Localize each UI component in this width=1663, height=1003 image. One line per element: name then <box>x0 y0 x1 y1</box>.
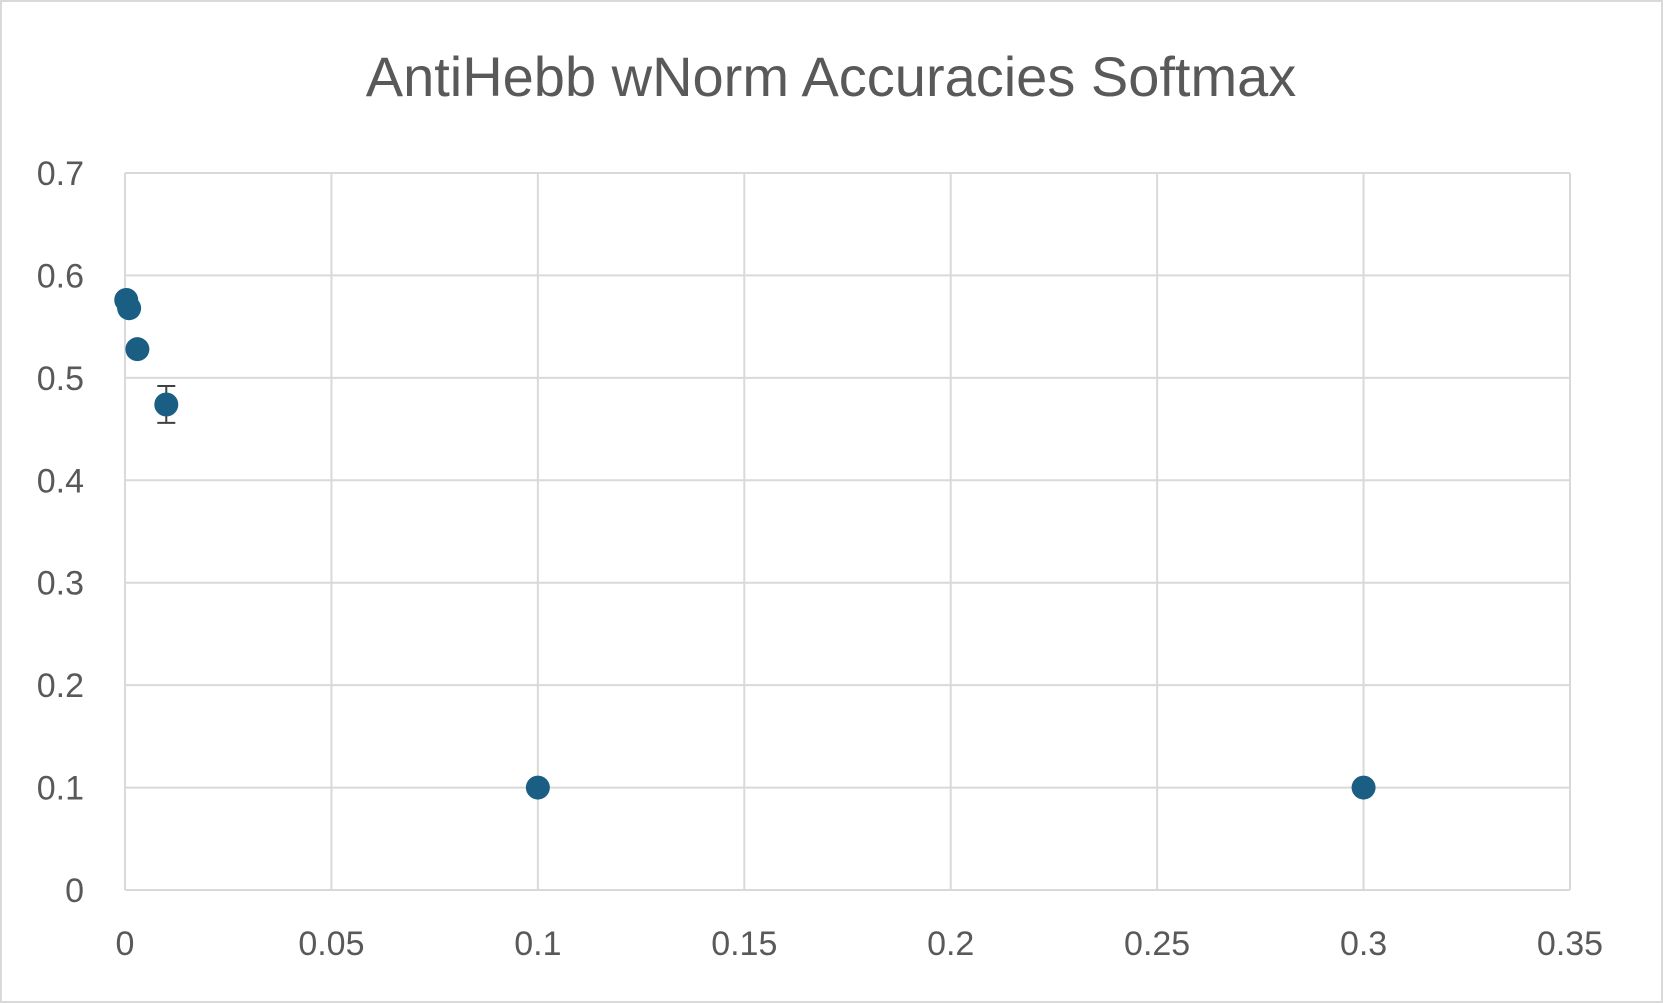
y-tick-label: 0.3 <box>37 565 84 603</box>
x-tick-label: 0.3 <box>1340 925 1387 963</box>
y-tick-label: 0.6 <box>37 257 84 295</box>
x-tick-label: 0.05 <box>298 925 364 963</box>
gridlines <box>124 172 1571 891</box>
y-tick-label: 0.5 <box>37 360 84 398</box>
x-tick-label: 0.1 <box>514 925 561 963</box>
y-tick-label: 0.4 <box>37 462 84 500</box>
x-tick-label: 0 <box>116 925 135 963</box>
y-tick-label: 0.1 <box>37 770 84 808</box>
data-point <box>525 775 550 800</box>
x-tick-label: 0.35 <box>1537 925 1603 963</box>
data-point <box>125 337 150 362</box>
x-tick-label: 0.15 <box>711 925 777 963</box>
y-tick-label: 0.2 <box>37 667 84 705</box>
chart-title: AntiHebb wNorm Accuracies Softmax <box>366 45 1297 108</box>
x-tick-label: 0.2 <box>927 925 974 963</box>
y-tick-label: 0.7 <box>37 155 84 193</box>
data-point <box>1351 775 1376 800</box>
y-tick-label: 0 <box>65 872 84 910</box>
x-tick-label: 0.25 <box>1124 925 1190 963</box>
tick-labels: 0 0.1 0.2 0.3 0.4 0.5 0.6 0.7 0 0.05 0.1 0.15 0.2 0.2… <box>37 155 1603 963</box>
data-point <box>117 296 142 321</box>
data-points <box>114 288 1376 800</box>
data-point <box>154 392 179 417</box>
